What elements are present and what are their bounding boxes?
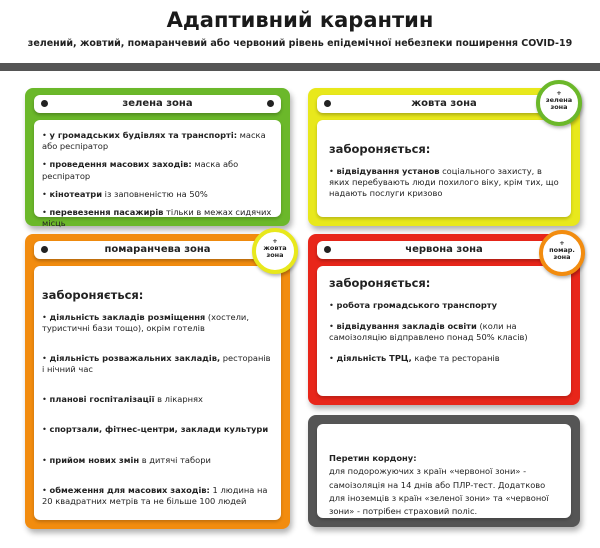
item-bold: планові госпіталізації [49,394,155,405]
list-item: • прийом нових змін в дитячі табори [42,454,211,465]
item-text: (хостели, туристичні бази тощо), окрім г… [42,311,249,333]
badge-text: + [272,237,278,245]
item-text: кафе та ресторанів [411,353,500,364]
yellow-zone-header: жовта зона [317,95,571,113]
item-text: тільки в межах сидячих місць [42,206,272,229]
red-zone-header: червона зона [317,241,571,259]
border-heading: Перетин кордону: [329,453,417,463]
red-zone-label: червона зона [405,244,483,255]
yellow-zone-label: жовта зона [411,98,477,109]
item-bold: відвідування закладів освіти [336,320,477,331]
border-text: для подорожуючих з країн «червоної зони»… [329,466,549,517]
border-info: Перетин кордону: для подорожуючих з краї… [317,424,571,518]
item-text: 1 людина на 20 квадратних метрів та не б… [42,484,268,507]
list-item: • у громадських будівлях та транспорті: … [42,130,266,152]
list-item: • перевезення пасажирів тільки в межах с… [42,206,272,229]
item-bold: проведення масових заходів: [49,159,192,170]
item-bold: робота громадського транспорту [336,299,498,310]
forbidden-heading: забороняється: [42,288,144,302]
item-text: маска або респіратор [42,159,239,181]
item-bold: кінотеатри [49,188,103,199]
item-bold: у громадських будівлях та транспорті: [49,130,238,140]
badge-text: зона [266,251,284,260]
list-item: • робота громадського транспорту [329,299,498,310]
item-text: в дитячі табори [139,454,211,465]
item-text: ресторанів і нічний час [42,352,271,375]
orange-zone-card: помаранчева зона забороняється: • діяльні… [25,234,290,529]
item-text: соціального захисту, в яких перебувають … [329,165,559,198]
orange-zone-header: помаранчева зона [34,241,281,259]
list-item: • кінотеатри із заповненістю на 50% [42,188,208,199]
item-bold: перевезення пасажирів [49,206,164,217]
badge-text: зона [553,253,571,262]
badge-text: жовта [263,244,287,253]
red-zone-content: забороняється: • робота громадського тран… [317,266,571,396]
list-item: • проведення масових заходів: маска або … [42,159,239,181]
badge-text: + [556,89,562,97]
item-bold: обмеження для масових заходів: [49,484,210,495]
yellow-zone-content: забороняється: • відвідування установ соц… [317,120,571,217]
list-item: • планові госпіталізації в лікарнях [42,394,203,405]
forbidden-heading: забороняється: [329,276,431,290]
red-zone-card: червона зона забороняється: • робота гром… [308,234,580,405]
orange-badge: + жовта зона [252,228,298,274]
badge-text: зелена [545,96,573,105]
divider-bar [0,63,600,71]
green-zone-card: зелена зона • у громадських будівлях та … [25,88,290,228]
green-zone-label: зелена зона [122,98,193,109]
list-item: • спортзали, фітнес-центри, заклади куль… [42,424,269,435]
orange-zone-content: забороняється: • діяльність закладів розм… [34,266,281,520]
item-bold: діяльність закладів розміщення [49,311,206,322]
orange-zone-label: помаранчева зона [104,244,211,255]
list-item: • діяльність розважальних закладів, рест… [42,352,271,375]
badge-text: помар. [549,246,575,255]
item-bold: діяльність розважальних закладів, [49,352,221,363]
page-title: Адаптивний карантин [166,8,434,32]
yellow-zone-card: жовта зона забороняється: • відвідування … [308,88,580,226]
list-item: • діяльність закладів розміщення (хостел… [42,311,249,333]
item-bold: діяльність ТРЦ, [336,353,412,364]
list-item: • відвідування установ соціального захис… [329,165,559,198]
border-card: Перетин кордону: для подорожуючих з краї… [308,415,580,527]
red-badge: + помар. зона [539,230,585,276]
badge-text: + [559,239,565,247]
item-bold: спортзали, фітнес-центри, заклади культу… [49,424,269,435]
item-text: (коли на самоізоляцію відправлено понад … [329,320,528,342]
yellow-badge: + зелена зона [536,80,582,126]
green-zone-list: • у громадських будівлях та транспорті: … [34,120,281,228]
forbidden-heading: забороняється: [329,142,431,156]
item-text: в лікарнях [154,394,203,405]
list-item: • відвідування закладів освіти (коли на … [329,320,528,342]
item-text: маска або респіратор [42,130,266,152]
page-subtitle: зелений, жовтий, помаранчевий або червон… [27,38,573,49]
list-item: • обмеження для масових заходів: 1 людин… [42,484,268,507]
item-bold: відвідування установ [336,165,440,176]
list-item: • діяльність ТРЦ, кафе та ресторанів [329,353,500,364]
item-bold: прийом нових змін [49,454,140,465]
green-zone-header: зелена зона [34,95,281,113]
item-text: із заповненістю на 50% [102,188,208,199]
badge-text: зона [550,103,568,112]
